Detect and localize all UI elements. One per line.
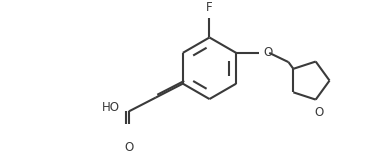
Text: F: F [206,1,213,14]
Text: O: O [264,46,273,59]
Text: HO: HO [102,101,120,114]
Text: O: O [124,141,134,154]
Text: O: O [314,106,324,119]
